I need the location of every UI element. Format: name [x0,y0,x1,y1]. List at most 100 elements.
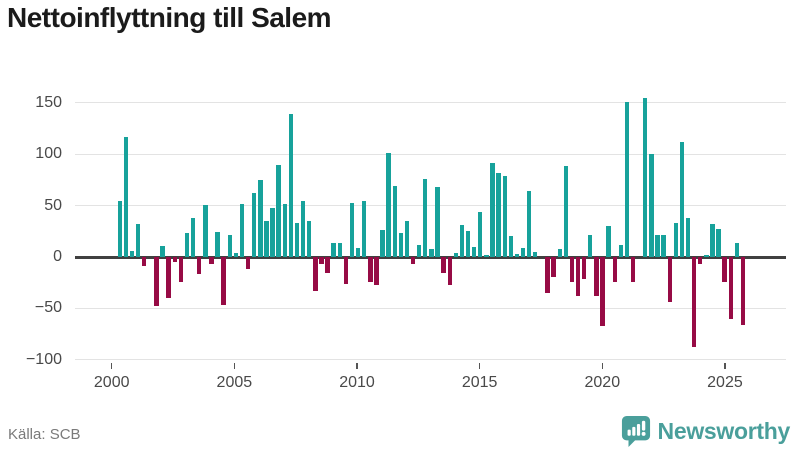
bar [313,257,318,291]
bar [166,257,171,299]
gridline [75,359,786,361]
bar [594,257,599,296]
bar [655,235,660,257]
bar [307,221,312,257]
bar [227,235,232,257]
brand-name: Newsworthy [657,417,791,444]
bar [209,257,214,265]
y-tick-label: −100 [25,350,62,368]
bar [545,257,550,293]
bar [282,203,287,257]
bar [508,236,514,257]
bar [630,257,636,282]
bar [526,191,532,257]
bar [429,248,434,257]
bar [160,245,165,257]
bar [178,257,184,282]
bar [514,253,520,257]
bar [362,200,367,257]
bar [337,242,342,257]
bar [600,257,605,326]
source-label: Källa: SCB [8,426,81,443]
bar [264,221,269,257]
bar [184,233,190,257]
bar [172,257,177,263]
bar [533,251,538,257]
bar [117,200,122,257]
bar [649,154,654,257]
x-tick-mark [724,363,726,369]
bar [520,247,526,257]
bar [441,257,446,274]
x-tick-label: 2025 [707,374,743,391]
bar [416,244,422,257]
bar [245,257,251,270]
bar [252,193,257,257]
bar [258,179,263,257]
bar [667,257,672,303]
bar [557,248,562,257]
bar [435,187,440,257]
bar [581,257,587,279]
bar [661,235,666,257]
bar [410,257,416,265]
y-tick-label: −50 [34,299,62,317]
bar [239,203,245,257]
bar [374,257,379,285]
bar [215,232,220,257]
bar [698,257,703,265]
bar [447,257,452,285]
y-tick-label: 0 [53,248,62,265]
bar [453,252,459,257]
bar [355,247,361,257]
bar [325,257,330,274]
bar [404,221,410,257]
gridline [75,153,786,155]
bar [673,223,678,257]
bar [691,257,697,348]
x-tick-mark [601,363,604,369]
bar [386,153,391,257]
x-tick-mark [110,363,113,369]
bar [618,244,623,257]
x-tick-mark [356,363,358,369]
bar [294,223,300,257]
bar [319,257,324,265]
bar [496,172,501,257]
bar [300,200,306,257]
bar [190,217,196,257]
gridline [75,102,786,104]
bar [392,186,397,257]
bar [704,254,709,257]
bar [588,235,593,257]
bar [685,217,691,257]
bar [398,233,404,257]
bar [459,225,465,257]
bar [270,207,275,257]
bar [740,257,746,325]
bar [203,204,208,257]
zero-baseline [75,255,786,259]
bar [142,257,147,267]
x-tick-label: 2020 [584,374,621,391]
y-tick-label: 150 [35,93,62,111]
bar [343,257,349,284]
bar [123,136,129,257]
newsworthy-chart-bubble-icon [621,415,651,448]
plot-area: 150 100 50 0 −50 −100 2000 2005 2010 2015 2020 202… [25,93,786,391]
bar [612,257,617,282]
bar [484,254,489,257]
bar [478,211,483,257]
bar [734,242,740,257]
bar [643,97,648,257]
bar [710,224,715,257]
bar [368,257,373,282]
bar [129,250,135,257]
bar [606,226,611,257]
bar [465,231,471,257]
bar [575,257,581,296]
bar [471,246,477,257]
x-tick-label: 2000 [93,374,130,391]
chart-title: Nettoinflyttning till Salem [7,2,332,33]
